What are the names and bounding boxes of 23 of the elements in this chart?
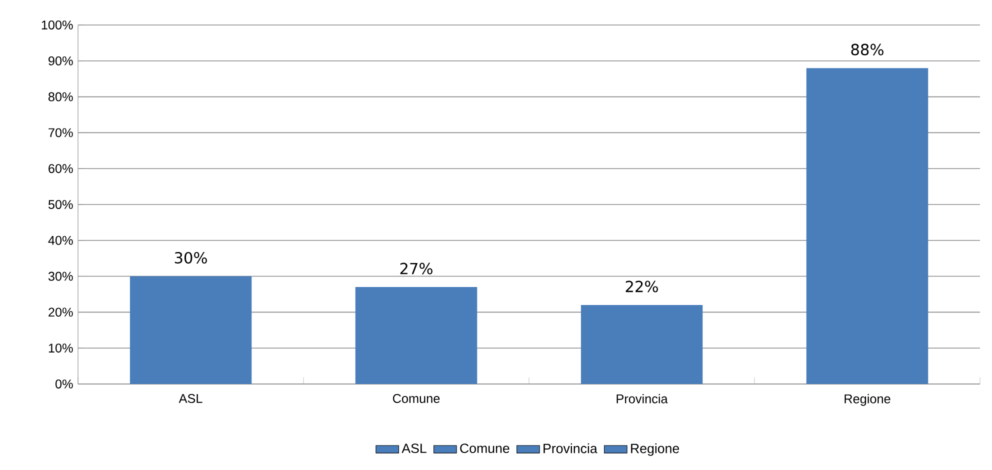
x-tick-label: Provincia: [616, 394, 668, 404]
y-tick-label: 100%: [42, 20, 73, 30]
data-label: 88%: [851, 44, 884, 56]
y-tick-label: 90%: [48, 56, 73, 66]
y-tick-label: 70%: [48, 128, 73, 138]
y-tick-label: 0%: [55, 380, 73, 388]
legend-label: Provincia: [544, 443, 598, 454]
legend-label: ASL: [402, 444, 426, 454]
x-tick-label: Comune: [392, 394, 440, 403]
legend-label: Regione: [631, 443, 680, 456]
y-tick-label: 10%: [48, 344, 73, 353]
y-tick-label: 60%: [48, 164, 73, 174]
y-tick-label: 30%: [48, 272, 73, 281]
data-label: 30%: [174, 252, 207, 264]
data-label: 27%: [400, 262, 432, 274]
y-tick-label: 80%: [48, 92, 73, 102]
y-tick-label: 40%: [48, 236, 73, 245]
data-label: 22%: [626, 280, 658, 292]
x-tick-label: ASL: [178, 394, 202, 403]
y-tick-label: 20%: [48, 308, 73, 317]
x-tick-label: Regione: [844, 394, 890, 406]
legend-label: Comune: [460, 444, 510, 454]
y-tick-label: 50%: [48, 200, 73, 209]
